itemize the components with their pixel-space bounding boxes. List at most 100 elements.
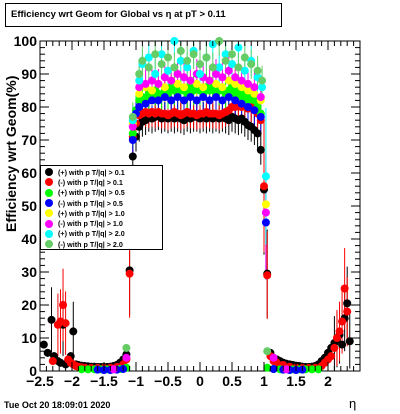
chart-title: Efficiency wrt Geom for Global vs η at p… (5, 3, 282, 27)
data-point (125, 269, 134, 278)
data-point (167, 76, 176, 85)
x-tick-label: 1 (260, 373, 268, 389)
data-point (340, 284, 349, 293)
x-tick-label: −2 (64, 373, 80, 389)
data-point (135, 83, 144, 92)
legend-marker (45, 188, 53, 197)
data-point (160, 73, 169, 82)
x-tick-label: −0.5 (154, 373, 182, 389)
x-tick-label: −2.5 (26, 373, 54, 389)
data-point (335, 327, 344, 336)
data-point (167, 96, 176, 105)
data-point (250, 106, 259, 115)
data-point (258, 76, 267, 85)
data-point (261, 172, 270, 181)
data-point (154, 96, 163, 105)
data-point (250, 89, 259, 98)
data-point (244, 79, 252, 88)
data-point (244, 86, 252, 95)
data-point (212, 70, 220, 78)
legend-entry: (-) with p T/|q| > 0.1 (45, 177, 162, 187)
data-point (164, 66, 172, 75)
legend-marker (45, 168, 53, 177)
legend-entry: (-) with p T/|q| > 2.0 (45, 239, 162, 249)
data-point (180, 83, 188, 92)
legend-entry: (+) with p T/|q| > 0.1 (45, 167, 162, 177)
y-tick-label: 40 (21, 231, 37, 247)
data-point (338, 317, 347, 326)
data-point (128, 122, 137, 131)
data-point (148, 76, 156, 85)
data-point (327, 352, 336, 361)
y-tick-label: 20 (21, 297, 37, 313)
data-point (250, 83, 259, 92)
legend-label: (-) with p T/|q| > 1.0 (58, 219, 123, 229)
data-point (135, 103, 144, 111)
legend-entry: (+) with p T/|q| > 2.0 (45, 229, 162, 239)
data-point (176, 56, 185, 65)
data-point (186, 76, 195, 85)
data-point (43, 348, 52, 357)
data-point (196, 70, 204, 78)
data-point (128, 152, 137, 161)
data-point (308, 365, 316, 374)
legend-entry: (+) with p T/|q| > 0.5 (45, 188, 162, 198)
legend-label: (+) with p T/|q| > 2.0 (58, 229, 125, 239)
data-point (240, 66, 249, 75)
data-point (180, 96, 188, 105)
data-point (253, 129, 262, 138)
data-point (135, 70, 144, 78)
data-point (269, 353, 278, 362)
legend-marker (45, 178, 53, 187)
data-point (205, 96, 214, 105)
y-tick-label: 80 (21, 99, 37, 115)
data-point (253, 66, 262, 75)
data-point (218, 73, 227, 82)
data-point (164, 53, 172, 62)
data-point (47, 315, 56, 324)
data-point (234, 43, 243, 52)
data-point (122, 353, 131, 362)
data-point (250, 96, 259, 105)
data-point (256, 145, 265, 154)
y-tick-label: 0 (29, 363, 37, 379)
data-point (160, 83, 169, 92)
data-point (314, 365, 323, 374)
data-point (332, 334, 341, 342)
x-tick-label: −1.5 (90, 373, 118, 389)
data-point (231, 73, 240, 82)
x-tick-label: 0.5 (222, 373, 242, 389)
data-point (282, 365, 291, 374)
data-point (141, 79, 150, 88)
data-point (173, 93, 182, 102)
legend-entry: (+) with p T/|q| > 1.0 (45, 208, 162, 218)
data-point (256, 93, 265, 102)
date-stamp: Tue Oct 20 18:09:01 2020 (4, 400, 111, 410)
data-point (221, 56, 230, 65)
x-axis-label: η (349, 396, 357, 411)
data-point (218, 96, 227, 105)
y-tick-label: 70 (21, 132, 37, 148)
data-point (61, 319, 70, 328)
legend-marker (45, 209, 53, 218)
y-axis-label: Efficiency wrt Geom(%) (3, 75, 19, 232)
data-point (261, 208, 270, 217)
legend-entry: (-) with p T/|q| > 1.0 (45, 218, 162, 228)
data-point (157, 50, 166, 59)
legend-marker (45, 229, 53, 238)
data-point (48, 357, 57, 366)
data-point (237, 76, 246, 85)
data-point (240, 53, 249, 62)
data-point (244, 103, 252, 111)
data-points-layer (39, 37, 354, 375)
data-point (269, 365, 278, 374)
data-point (183, 63, 192, 72)
data-point (59, 301, 68, 309)
data-point (138, 56, 147, 65)
data-point (173, 70, 182, 78)
legend-label: (+) with p T/|q| > 1.0 (58, 208, 125, 218)
data-point (192, 79, 201, 88)
data-point (260, 182, 268, 191)
data-point (256, 112, 265, 121)
data-point (199, 83, 208, 92)
